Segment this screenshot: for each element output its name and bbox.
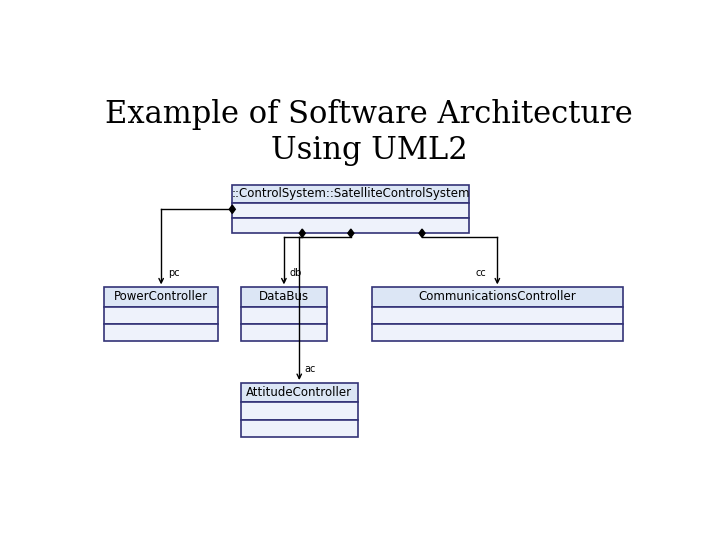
Bar — [104, 324, 218, 341]
Polygon shape — [300, 229, 305, 237]
Bar — [240, 307, 327, 324]
Polygon shape — [348, 229, 354, 237]
Bar — [372, 287, 623, 307]
Bar — [240, 324, 327, 341]
Bar — [372, 324, 623, 341]
Text: CommunicationsController: CommunicationsController — [418, 291, 576, 303]
Bar — [240, 420, 358, 437]
Text: cc: cc — [475, 268, 486, 278]
Text: Example of Software Architecture: Example of Software Architecture — [105, 99, 633, 130]
Text: ac: ac — [305, 364, 316, 374]
Text: AttitudeController: AttitudeController — [246, 386, 352, 399]
Text: ::ControlSystem::SatelliteControlSystem: ::ControlSystem::SatelliteControlSystem — [232, 187, 470, 200]
Text: Using UML2: Using UML2 — [271, 134, 467, 166]
Bar — [372, 307, 623, 324]
Bar — [233, 218, 469, 233]
Text: pc: pc — [168, 268, 179, 278]
Text: PowerController: PowerController — [114, 291, 208, 303]
Bar — [104, 287, 218, 307]
Bar — [104, 307, 218, 324]
Bar — [240, 383, 358, 402]
Text: DataBus: DataBus — [259, 291, 309, 303]
Bar — [233, 185, 469, 202]
Polygon shape — [419, 229, 425, 237]
Text: db: db — [289, 268, 302, 278]
Bar — [233, 202, 469, 218]
Polygon shape — [229, 205, 235, 213]
Bar — [240, 402, 358, 420]
Bar — [240, 287, 327, 307]
